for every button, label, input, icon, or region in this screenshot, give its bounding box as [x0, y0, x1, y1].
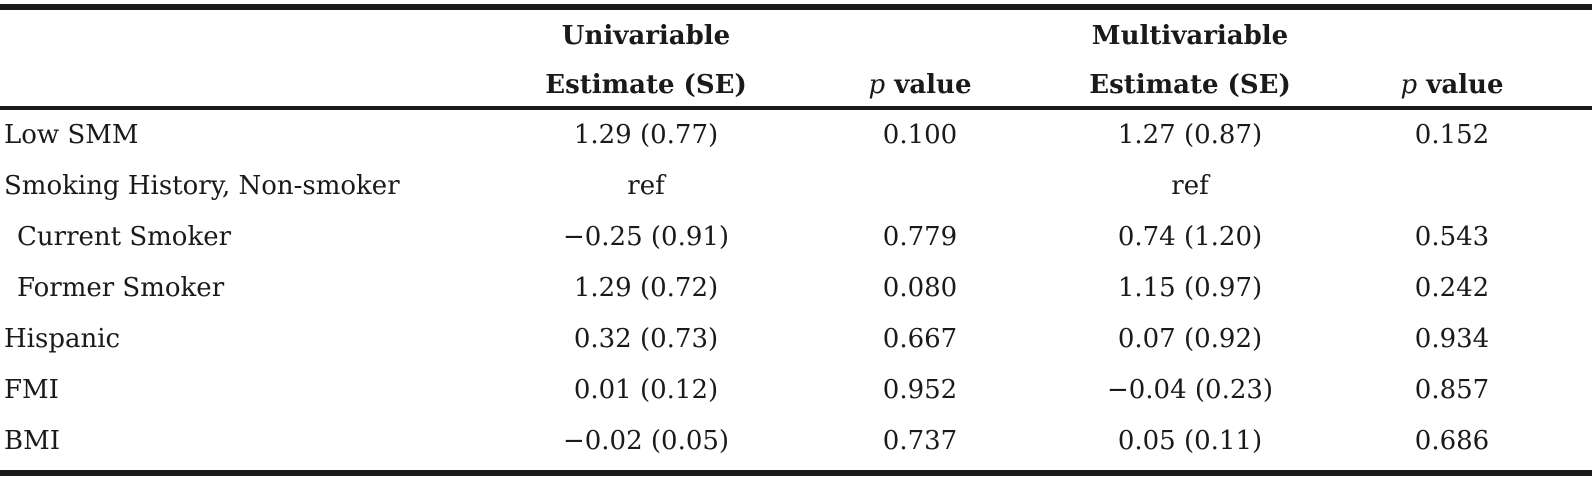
- cell-multivariable-estimate: ref: [1171, 171, 1209, 201]
- cell-multivariable-p-value: 0.543: [1414, 222, 1490, 252]
- cell-univariable-estimate: ref: [627, 171, 665, 201]
- cell-univariable-p-value: 0.100: [882, 120, 958, 150]
- row-label: Low SMM: [4, 120, 139, 150]
- cell-univariable-p-value: 0.737: [882, 426, 958, 456]
- cell-multivariable-p-value: 0.242: [1414, 273, 1490, 303]
- cell-multivariable-p-value: 0.934: [1414, 324, 1490, 354]
- cell-univariable-estimate: 0.32 (0.73): [573, 324, 719, 354]
- cell-univariable-p-value: 0.779: [882, 222, 958, 252]
- col-header-p-value-multivariable: p value: [1401, 69, 1504, 101]
- row-label: Former Smoker: [17, 273, 225, 303]
- cell-univariable-p-value: 0.952: [882, 375, 958, 405]
- col-header-estimate-multivariable: Estimate (SE): [1089, 70, 1291, 100]
- group-header-multivariable: Multivariable: [1091, 21, 1289, 51]
- row-label: Current Smoker: [17, 222, 232, 252]
- col-header-estimate-univariable: Estimate (SE): [545, 70, 747, 100]
- p-symbol: p: [868, 70, 886, 100]
- cell-univariable-p-value: 0.080: [882, 273, 958, 303]
- cell-multivariable-estimate: 0.05 (0.11): [1117, 426, 1263, 456]
- cell-univariable-p-value: 0.667: [882, 324, 958, 354]
- p-symbol: p: [1400, 70, 1418, 100]
- cell-multivariable-estimate: 0.07 (0.92): [1117, 324, 1263, 354]
- cell-multivariable-estimate: −0.04 (0.23): [1106, 375, 1274, 405]
- p-value-word: value: [885, 70, 972, 100]
- cell-multivariable-p-value: 0.686: [1414, 426, 1490, 456]
- cell-univariable-estimate: 1.29 (0.72): [573, 273, 719, 303]
- cell-multivariable-p-value: 0.857: [1414, 375, 1490, 405]
- cell-univariable-estimate: −0.02 (0.05): [562, 426, 730, 456]
- row-label: Smoking History, Non-smoker: [4, 171, 400, 201]
- cell-multivariable-estimate: 1.27 (0.87): [1117, 120, 1263, 150]
- group-header-univariable: Univariable: [561, 21, 731, 51]
- p-value-word: value: [1417, 70, 1504, 100]
- table-top-rule: [0, 4, 1592, 10]
- row-label: FMI: [4, 375, 59, 405]
- row-label: BMI: [4, 426, 60, 456]
- table-bottom-rule: [0, 470, 1592, 476]
- cell-univariable-estimate: −0.25 (0.91): [562, 222, 730, 252]
- col-header-p-value-univariable: p value: [869, 69, 972, 101]
- cell-multivariable-estimate: 1.15 (0.97): [1117, 273, 1263, 303]
- cell-univariable-estimate: 0.01 (0.12): [573, 375, 719, 405]
- header-rule: [0, 106, 1592, 110]
- cell-multivariable-p-value: 0.152: [1414, 120, 1490, 150]
- row-label: Hispanic: [4, 324, 121, 354]
- cell-multivariable-estimate: 0.74 (1.20): [1117, 222, 1263, 252]
- cell-univariable-estimate: 1.29 (0.77): [573, 120, 719, 150]
